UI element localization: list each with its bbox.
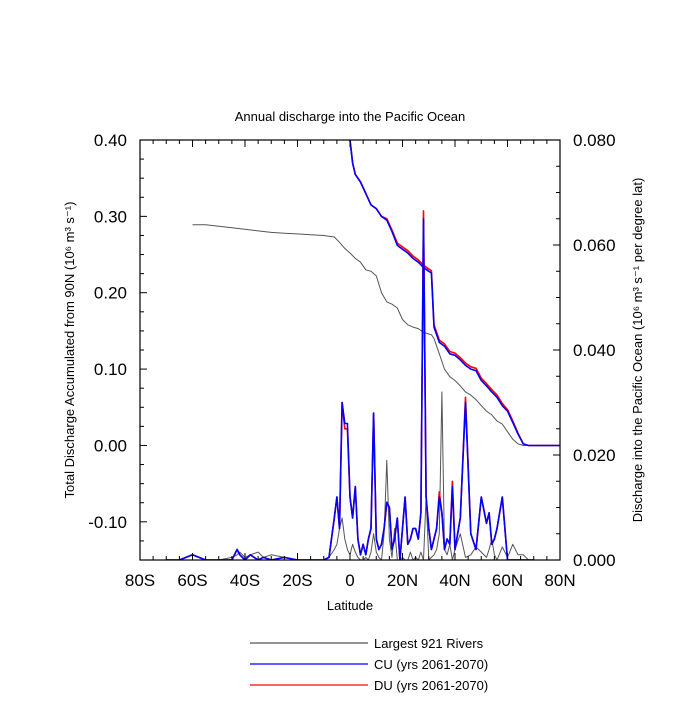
series-line-right-cu-yrs-2061-2070 — [166, 218, 534, 560]
y-left-tick-label: 0.10 — [94, 360, 127, 379]
y-left-tick-label: 0.30 — [94, 207, 127, 226]
y-right-axis-label: Discharge into the Pacific Ocean (10⁶ m³… — [630, 178, 645, 523]
x-tick-label: 80N — [544, 571, 575, 590]
chart-title: Annual discharge into the Pacific Ocean — [235, 109, 466, 124]
y-left-tick-label: 0.40 — [94, 131, 127, 150]
y-right-tick-label: 0.060 — [573, 236, 616, 255]
y-left-axis-label: Total Discharge Accumulated from 90N (10… — [62, 202, 77, 499]
y-right-tick-label: 0.020 — [573, 446, 616, 465]
series-layer — [166, 140, 560, 560]
x-tick-label: 80S — [125, 571, 155, 590]
y-right-tick-label: 0.040 — [573, 341, 616, 360]
x-tick-label: 60N — [492, 571, 523, 590]
y-right-tick-label: 0.080 — [573, 131, 616, 150]
y-left-tick-label: 0.20 — [94, 284, 127, 303]
series-line-right-du-yrs-2061-2070 — [166, 210, 534, 560]
series-group — [166, 140, 560, 560]
x-axis-label: Latitude — [327, 598, 373, 613]
x-tick-label: 40N — [439, 571, 470, 590]
legend: Largest 921 Rivers CU (yrs 2061-2070) DU (… — [250, 636, 488, 693]
x-tick-label: 20N — [387, 571, 418, 590]
legend-label: DU (yrs 2061-2070) — [374, 678, 488, 693]
x-tick-label: 0 — [345, 571, 354, 590]
legend-label: CU (yrs 2061-2070) — [374, 657, 488, 672]
x-tick-label: 60S — [177, 571, 207, 590]
y-right-tick-label: 0.000 — [573, 551, 616, 570]
axis-ticks: 80S 60S 40S 20S 0 20N 40N 60N 80N 0.40 0.30 0.20 0.1… — [88, 131, 615, 590]
y-left-tick-label: -0.10 — [88, 513, 127, 532]
x-tick-label: 20S — [282, 571, 312, 590]
legend-label: Largest 921 Rivers — [374, 636, 484, 651]
x-tick-label: 40S — [230, 571, 260, 590]
series-line-left-largest-921-rivers — [192, 224, 560, 446]
y-left-tick-label: 0.00 — [94, 436, 127, 455]
series-line-left-cu-yrs-2061-2070 — [349, 140, 560, 447]
